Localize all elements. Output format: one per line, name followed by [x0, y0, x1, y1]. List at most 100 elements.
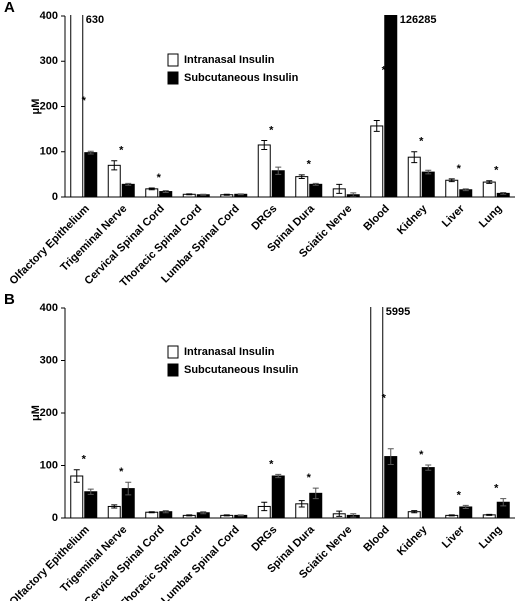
- significance-marker: *: [82, 95, 87, 107]
- error-bar: [87, 150, 94, 155]
- bar: [295, 176, 309, 198]
- significance-marker: *: [307, 159, 312, 171]
- x-tick-label: Trigeminal Nerve: [58, 203, 129, 274]
- error-bar: [186, 514, 193, 517]
- y-tick-label: 100: [40, 459, 58, 471]
- error-bar: [500, 191, 507, 195]
- error-bar: [275, 473, 282, 479]
- bar: [84, 152, 98, 198]
- y-tick-label: 300: [40, 55, 58, 67]
- error-bar: [387, 448, 394, 465]
- legend-label: Subcutaneous Insulin: [184, 364, 299, 376]
- legend-swatch: [167, 363, 179, 377]
- error-bar: [261, 139, 268, 150]
- error-bar: [425, 464, 432, 471]
- error-bar: [73, 469, 80, 483]
- error-bar: [237, 193, 244, 196]
- error-bar: [162, 510, 169, 514]
- bar: [445, 179, 459, 198]
- value-label: 630: [86, 14, 104, 26]
- x-tick-label: DRGs: [249, 524, 279, 554]
- error-bar: [125, 182, 132, 186]
- y-tick-label: 0: [52, 512, 58, 524]
- value-label: 126285: [400, 14, 437, 26]
- x-tick-label: Liver: [440, 523, 468, 551]
- error-bar: [486, 513, 493, 516]
- significance-marker: *: [457, 489, 462, 501]
- significance-marker: *: [382, 393, 387, 405]
- error-bar: [111, 160, 118, 171]
- x-tick-label: Lumbar Spinal Cord: [159, 203, 242, 286]
- legend-label: Intranasal Insulin: [184, 346, 275, 358]
- error-bar: [500, 498, 507, 507]
- bar: [370, 307, 384, 519]
- significance-marker: *: [457, 163, 462, 175]
- error-bar: [111, 504, 118, 509]
- y-axis-label: μM: [30, 99, 42, 115]
- bar: [421, 171, 435, 198]
- bar: [257, 144, 271, 198]
- bar: [384, 456, 398, 519]
- error-bar: [462, 504, 469, 510]
- legend-label: Subcutaneous Insulin: [184, 72, 299, 84]
- x-tick-label: Trigeminal Nerve: [58, 524, 129, 595]
- error-bar: [186, 193, 193, 196]
- x-tick-label: Liver: [440, 202, 468, 230]
- x-tick-label: DRGs: [249, 203, 279, 233]
- panel-label: B: [4, 291, 15, 308]
- significance-marker: *: [307, 472, 312, 484]
- error-bar: [411, 151, 418, 164]
- legend-swatch: [167, 53, 179, 67]
- significance-marker: *: [269, 458, 274, 470]
- x-tick-label: Blood: [361, 524, 392, 555]
- significance-marker: *: [494, 165, 499, 177]
- error-bar: [125, 481, 132, 496]
- x-tick-label: Blood: [361, 203, 392, 234]
- value-label: 5995: [386, 306, 410, 318]
- significance-marker: *: [269, 124, 274, 136]
- y-tick-label: 100: [40, 146, 58, 158]
- x-tick-label: Olfactory Epithelium: [7, 524, 92, 601]
- error-bar: [462, 188, 469, 192]
- error-bar: [223, 514, 230, 517]
- x-tick-label: Kidney: [395, 202, 430, 237]
- y-tick-label: 200: [40, 407, 58, 419]
- error-bar: [312, 487, 319, 500]
- significance-marker: *: [419, 136, 424, 148]
- error-bar: [298, 500, 305, 508]
- legend-label: Intranasal Insulin: [184, 54, 275, 66]
- significance-marker: *: [419, 449, 424, 461]
- error-bar: [237, 514, 244, 517]
- y-tick-label: 200: [40, 100, 58, 112]
- error-bar: [148, 511, 155, 514]
- x-tick-label: Kidney: [395, 523, 430, 558]
- significance-marker: *: [82, 454, 87, 466]
- bar: [370, 125, 384, 198]
- error-bar: [312, 182, 319, 186]
- bar: [121, 183, 135, 198]
- significance-marker: *: [119, 145, 124, 157]
- panel-label: A: [4, 0, 15, 16]
- error-bar: [411, 510, 418, 514]
- bar: [84, 491, 98, 519]
- legend-swatch: [167, 71, 179, 85]
- bar: [482, 181, 496, 198]
- error-bar: [336, 183, 343, 194]
- significance-marker: *: [119, 466, 124, 478]
- error-bar: [350, 513, 357, 518]
- x-tick-label: Lung: [477, 203, 504, 230]
- error-bar: [223, 193, 230, 196]
- x-tick-label: Lung: [477, 524, 504, 551]
- plot-area: [70, 15, 510, 198]
- error-bar: [200, 511, 207, 515]
- y-tick-label: 300: [40, 354, 58, 366]
- bar: [421, 467, 435, 519]
- y-tick-label: 0: [52, 191, 58, 203]
- error-bar: [336, 510, 343, 517]
- legend-swatch: [167, 345, 179, 359]
- y-tick-label: 400: [40, 302, 58, 314]
- bar: [407, 156, 421, 198]
- error-bar: [486, 180, 493, 184]
- error-bar: [448, 178, 455, 183]
